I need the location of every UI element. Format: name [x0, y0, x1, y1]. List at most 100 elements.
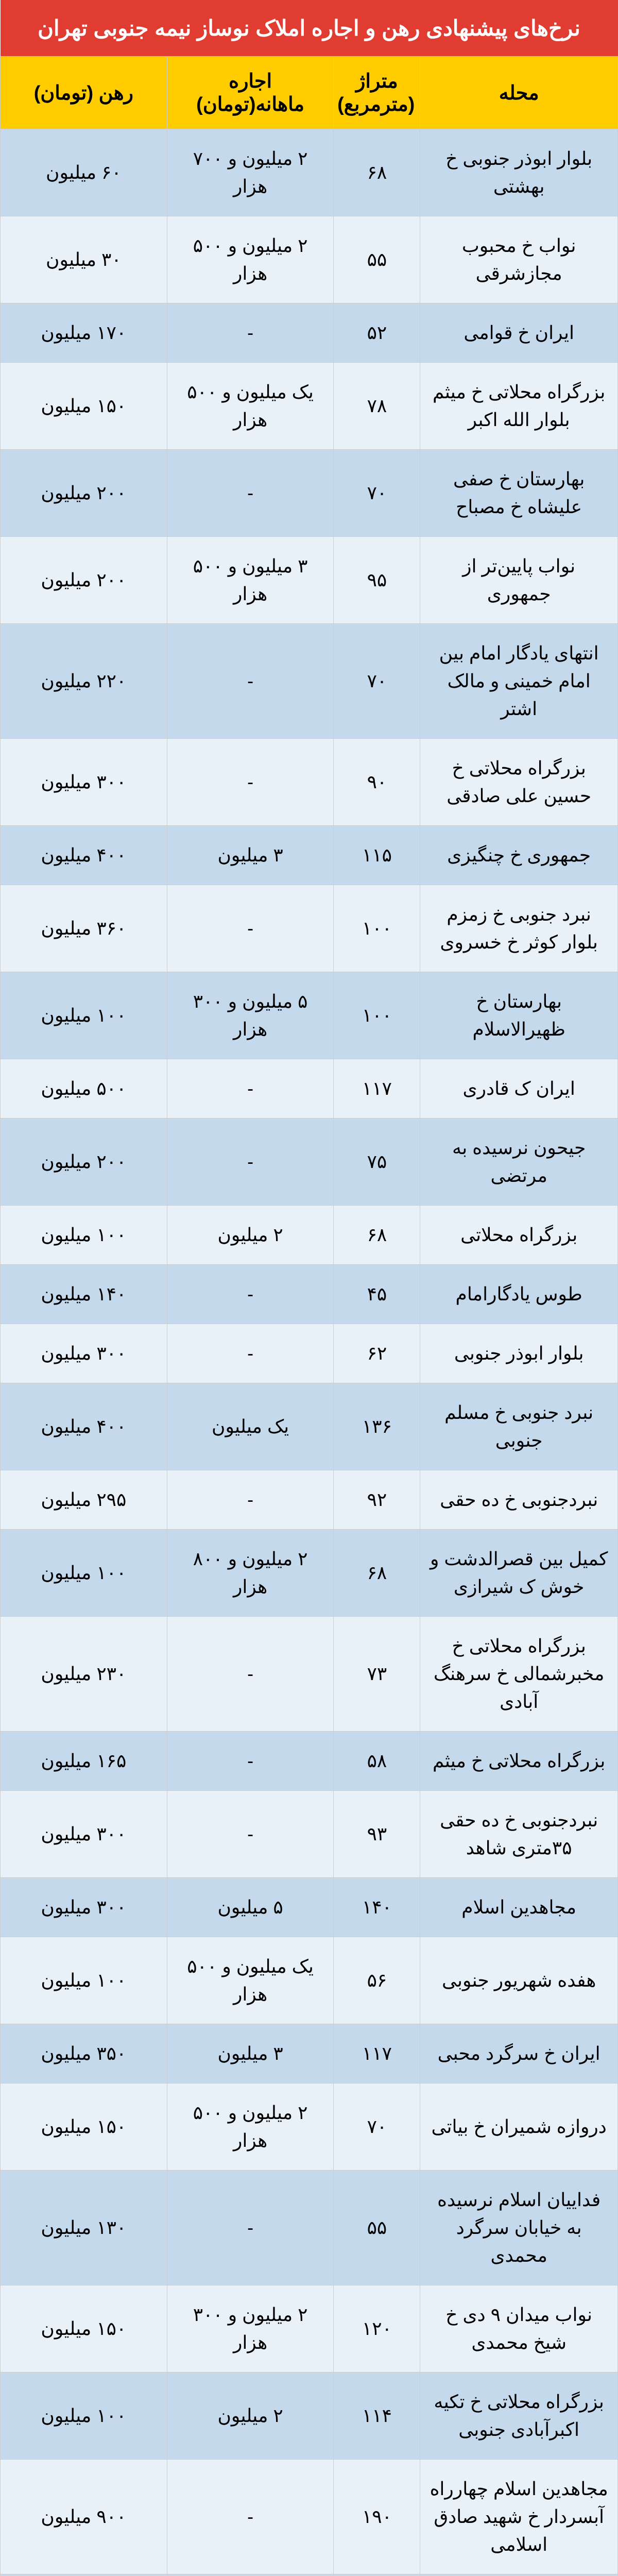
cell-deposit: ۳۰۰ میلیون — [1, 1791, 167, 1878]
cell-rent: - — [167, 303, 334, 363]
cell-deposit: ۱۴۰ میلیون — [1, 1265, 167, 1324]
cell-neighborhood: جیحون نرسیده به مرتضی — [420, 1118, 618, 1206]
cell-deposit: ۴۰۰ میلیون — [1, 826, 167, 885]
table-row: بزرگراه محلاتی خ میثم۵۸-۱۶۵ میلیون — [1, 1732, 618, 1791]
cell-area: ۶۸ — [334, 129, 420, 216]
table-row: کمیل بین قصرالدشت و خوش ک شیرازی۶۸۲ میلی… — [1, 1530, 618, 1617]
cell-rent: - — [167, 1732, 334, 1791]
table-header-row: محله متراژ (مترمربع) اجاره ماهانه(تومان)… — [1, 57, 618, 129]
cell-neighborhood: مجاهدین اسلام — [420, 1878, 618, 1937]
cell-deposit: ۱۰۰ میلیون — [1, 972, 167, 1059]
table-row: بلوار ابوذر جنوبی خ بهشتی۶۸۲ میلیون و ۷۰… — [1, 129, 618, 216]
cell-neighborhood: بهارستان خ صفی علیشاه خ مصباح — [420, 450, 618, 537]
cell-deposit: ۷۰۰ میلیون — [1, 2574, 167, 2576]
table-row: فداییان اسلام نرسیده به خیابان سرگرد محم… — [1, 2171, 618, 2285]
table-row: مجاهدین اسلام چهارراه آبسردار خ شهید صاد… — [1, 2460, 618, 2574]
cell-deposit: ۲۳۰ میلیون — [1, 1617, 167, 1732]
table-row: مجاهدین اسلام۱۴۰۵ میلیون۳۰۰ میلیون — [1, 1878, 618, 1937]
cell-deposit: ۲۹۵ میلیون — [1, 1470, 167, 1530]
cell-neighborhood: دروازه شمیران خ بیاتی — [420, 2083, 618, 2171]
cell-area: ۹۳ — [334, 1791, 420, 1878]
cell-rent: ۲ میلیون و ۵۰۰ هزار — [167, 216, 334, 303]
cell-neighborhood: نبرد جنوبی خ زمزم بلوار کوثر خ خسروی — [420, 885, 618, 972]
cell-deposit: ۲۰۰ میلیون — [1, 537, 167, 624]
cell-rent: ۲ میلیون و ۵۰۰ هزار — [167, 2083, 334, 2171]
cell-area: ۵۵ — [334, 2171, 420, 2285]
table-title-row: نرخ‌های پیشنهادی رهن و اجاره املاک نوساز… — [1, 0, 618, 57]
cell-neighborhood: ایران ک قادری — [420, 1059, 618, 1118]
cell-deposit: ۲۰۰ میلیون — [1, 1118, 167, 1206]
cell-rent: - — [167, 1617, 334, 1732]
cell-neighborhood: کمیل بین قصرالدشت و خوش ک شیرازی — [420, 1530, 618, 1617]
cell-area: ۵۶ — [334, 1937, 420, 2024]
cell-deposit: ۲۰۰ میلیون — [1, 450, 167, 537]
cell-area: ۶۸ — [334, 1530, 420, 1617]
cell-deposit: ۱۰۰ میلیون — [1, 1206, 167, 1265]
cell-deposit: ۳۶۰ میلیون — [1, 885, 167, 972]
cell-neighborhood: بلوار ابوذر جنوبی خ بهشتی — [420, 129, 618, 216]
cell-neighborhood: ایران خ قوامی — [420, 303, 618, 363]
cell-area: ۹۵ — [334, 537, 420, 624]
table-row: ایران ک قادری۱۱۷-۵۰۰ میلیون — [1, 1059, 618, 1118]
cell-rent: - — [167, 624, 334, 739]
table-row: بزرگراه محلاتی خ تکیه اکبرآبادی جنوبی۱۱۴… — [1, 2372, 618, 2460]
cell-rent: ۲ میلیون — [167, 1206, 334, 1265]
cell-rent: ۳ میلیون — [167, 826, 334, 885]
table-row: ایران خ سرگرد محبی۱۱۷۳ میلیون۳۵۰ میلیون — [1, 2024, 618, 2083]
table-row: هفده شهریور جنوبی۵۶یک میلیون و ۵۰۰ هزار۱… — [1, 1937, 618, 2024]
rental-table: نرخ‌های پیشنهادی رهن و اجاره املاک نوساز… — [0, 0, 618, 2576]
table-row: نواب میدان ۹ دی خ شیخ محمدی۱۲۰۲ میلیون و… — [1, 2285, 618, 2372]
cell-rent: یک میلیون و ۵۰۰ هزار — [167, 363, 334, 450]
cell-rent: ۳ میلیون و ۵۰۰ هزار — [167, 537, 334, 624]
cell-deposit: ۳۰ میلیون — [1, 216, 167, 303]
cell-rent: - — [167, 1470, 334, 1530]
table-row: نواب خ محبوب مجازشرقی۵۵۲ میلیون و ۵۰۰ هز… — [1, 216, 618, 303]
cell-rent: - — [167, 2171, 334, 2285]
cell-rent: یک میلیون — [167, 1383, 334, 1470]
cell-deposit: ۵۰۰ میلیون — [1, 1059, 167, 1118]
cell-rent: - — [167, 1265, 334, 1324]
cell-neighborhood: نواب میدان ۹ دی خ شیخ محمدی — [420, 2285, 618, 2372]
cell-area: ۵۵ — [334, 216, 420, 303]
table-row: ایران خ قوامی۵۲-۱۷۰ میلیون — [1, 303, 618, 363]
cell-area: ۱۰۰ — [334, 972, 420, 1059]
table-row: دروازه شمیران خ بیاتی۷۰۲ میلیون و ۵۰۰ هز… — [1, 2083, 618, 2171]
cell-area: ۱۱۷ — [334, 2024, 420, 2083]
cell-deposit: ۱۰۰ میلیون — [1, 1530, 167, 1617]
table-row: طوس یادگارامام۴۵-۱۴۰ میلیون — [1, 1265, 618, 1324]
cell-rent: - — [167, 450, 334, 537]
cell-area: ۱۹۰ — [334, 2460, 420, 2574]
cell-neighborhood: نبردجنوبی خ ده حقی — [420, 1470, 618, 1530]
header-neighborhood: محله — [420, 57, 618, 129]
table-row: نبرد جنوبی خ مسلم جنوبی۱۳۶یک میلیون۴۰۰ م… — [1, 1383, 618, 1470]
cell-neighborhood: بلوار ابوذر جنوبی — [420, 1324, 618, 1383]
cell-area: ۲۰۵ — [334, 2574, 420, 2576]
cell-neighborhood: نواب پایین‌تر از جمهوری — [420, 537, 618, 624]
cell-area: ۶۲ — [334, 1324, 420, 1383]
cell-rent: ۲ میلیون — [167, 2372, 334, 2460]
cell-area: ۹۲ — [334, 1470, 420, 1530]
cell-area: ۱۰۰ — [334, 885, 420, 972]
cell-deposit: ۱۷۰ میلیون — [1, 303, 167, 363]
cell-rent: ۲ میلیون و ۸۰۰ هزار — [167, 1530, 334, 1617]
table-row: نبردجنوبی خ ده حقی۹۲-۲۹۵ میلیون — [1, 1470, 618, 1530]
cell-area: ۱۱۴ — [334, 2372, 420, 2460]
table-row: بزرگراه محلاتی خ مخبرشمالی خ سرهنگ آبادی… — [1, 1617, 618, 1732]
cell-rent: ۲ میلیون و ۷۰۰ هزار — [167, 129, 334, 216]
table-row: نبرد جنوبی خ مسلم شمالی۲۰۵-۷۰۰ میلیون — [1, 2574, 618, 2576]
cell-deposit: ۱۵۰ میلیون — [1, 2083, 167, 2171]
cell-neighborhood: بزرگراه محلاتی خ مخبرشمالی خ سرهنگ آبادی — [420, 1617, 618, 1732]
cell-rent: - — [167, 2460, 334, 2574]
cell-neighborhood: بزرگراه محلاتی — [420, 1206, 618, 1265]
cell-neighborhood: بزرگراه محلاتی خ حسین علی صادقی — [420, 739, 618, 826]
cell-area: ۱۲۰ — [334, 2285, 420, 2372]
cell-area: ۶۸ — [334, 1206, 420, 1265]
cell-rent: ۵ میلیون — [167, 1878, 334, 1937]
table-row: بهارستان خ صفی علیشاه خ مصباح۷۰-۲۰۰ میلی… — [1, 450, 618, 537]
cell-neighborhood: انتهای یادگار امام بین امام خمینی و مالک… — [420, 624, 618, 739]
cell-area: ۹۰ — [334, 739, 420, 826]
cell-neighborhood: بزرگراه محلاتی خ میثم — [420, 1732, 618, 1791]
cell-deposit: ۳۰۰ میلیون — [1, 1324, 167, 1383]
cell-deposit: ۱۶۵ میلیون — [1, 1732, 167, 1791]
cell-deposit: ۶۰ میلیون — [1, 129, 167, 216]
